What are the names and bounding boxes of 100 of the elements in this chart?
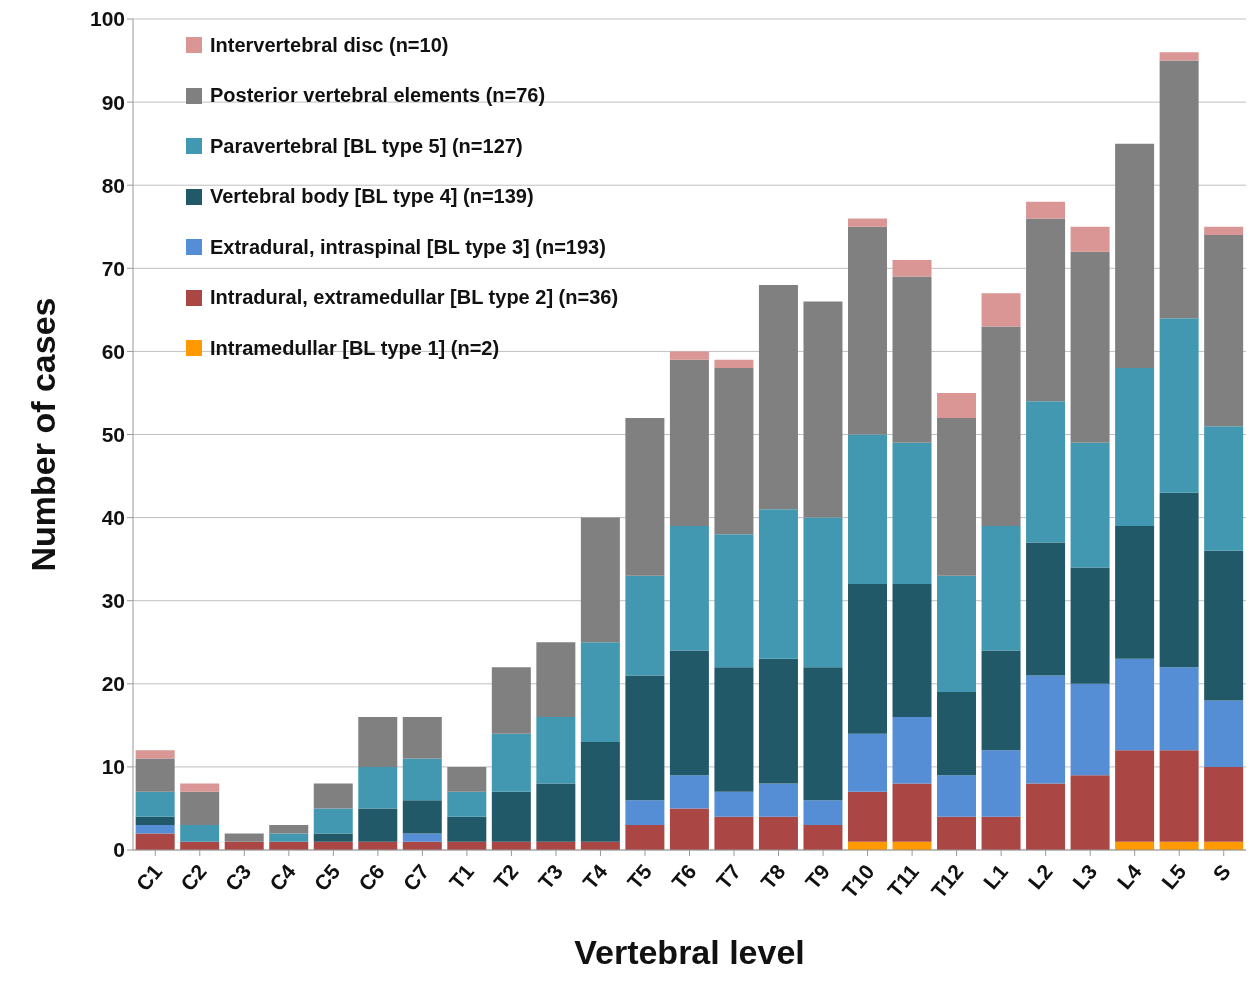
bar (937, 575, 977, 693)
bar (1070, 683, 1110, 776)
bar (1026, 783, 1066, 850)
x-tick-label: T6 (667, 859, 701, 894)
bar (536, 783, 576, 842)
legend-label: Intradural, extramedullar [BL type 2] (n=36) (210, 286, 619, 310)
bar (402, 717, 442, 759)
bar (1204, 235, 1244, 427)
legend-label: Paravertebral [BL type 5] (n=127) (210, 134, 523, 158)
bar (803, 800, 843, 826)
x-tick-label: C3 (220, 859, 256, 896)
bar (1026, 201, 1066, 219)
x-axis-title: Vertebral level (574, 933, 805, 972)
bar (1159, 52, 1199, 61)
bar (847, 733, 887, 792)
bar (625, 575, 665, 676)
bar (669, 775, 709, 809)
bar (847, 584, 887, 734)
bar (669, 525, 709, 651)
bar (180, 791, 220, 826)
bar (1026, 675, 1066, 784)
y-tick-label: 30 (101, 589, 125, 613)
x-tick-label: C4 (265, 859, 301, 896)
x-tick-label: L2 (1023, 859, 1057, 894)
y-tick-label: 90 (101, 90, 125, 114)
bar (625, 417, 665, 576)
bar (1070, 775, 1110, 850)
bar (269, 825, 309, 834)
bar (491, 667, 531, 734)
bar (669, 808, 709, 850)
bar (937, 775, 977, 817)
bar (536, 642, 576, 718)
bar (1204, 550, 1244, 701)
bar (269, 833, 309, 842)
bar (402, 758, 442, 801)
bar (135, 758, 175, 792)
bar (803, 301, 843, 518)
bar (135, 791, 175, 817)
bar (937, 417, 977, 576)
y-tick-label: 0 (113, 838, 125, 862)
bar (1070, 251, 1110, 443)
x-tick-label: L1 (978, 859, 1013, 894)
bar (714, 534, 754, 668)
x-tick-label: S (1208, 859, 1235, 886)
x-tick-label: T4 (578, 859, 612, 894)
legend-label: Intramedullar [BL type 1] (n=2) (210, 336, 500, 360)
bar (758, 284, 798, 510)
bar (714, 359, 754, 369)
x-tick-label: T10 (837, 859, 879, 903)
bar (1159, 667, 1199, 751)
bar (847, 434, 887, 585)
y-tick-label: 40 (101, 506, 125, 530)
bar (669, 351, 709, 360)
bar (981, 816, 1021, 850)
bar (1159, 750, 1199, 842)
bar (1115, 368, 1155, 526)
bar (981, 525, 1021, 651)
bar (981, 326, 1021, 526)
bar (135, 816, 175, 826)
x-tick-label: T12 (926, 859, 968, 903)
bar (758, 509, 798, 659)
bar (847, 791, 887, 842)
bar (580, 741, 620, 842)
bar (224, 833, 264, 842)
y-tick-label: 10 (101, 755, 125, 779)
bar (669, 650, 709, 776)
bar (1159, 60, 1199, 319)
bar (803, 667, 843, 801)
bar (981, 293, 1021, 327)
bar (714, 816, 754, 850)
bar (135, 833, 175, 850)
bar (625, 675, 665, 801)
x-tick-label: T3 (533, 859, 567, 894)
x-tick-label: L3 (1067, 859, 1102, 894)
bar (847, 226, 887, 435)
bar (1070, 567, 1110, 684)
x-tick-label: C7 (398, 859, 434, 896)
x-tick-label: C2 (175, 859, 211, 896)
bar (313, 808, 353, 834)
bar (447, 816, 487, 842)
bar (313, 783, 353, 809)
bar (1070, 226, 1110, 252)
legend-label: Intervertebral disc (n=10) (210, 33, 449, 57)
x-tick-label: C6 (354, 859, 389, 896)
x-tick-label: T7 (711, 859, 746, 894)
bar (892, 783, 932, 842)
bar (892, 717, 932, 784)
bar (1026, 218, 1066, 402)
bar (937, 816, 977, 850)
bar (847, 218, 887, 227)
bar (625, 825, 665, 850)
bar (1204, 700, 1244, 767)
bar (180, 783, 220, 792)
bar (892, 584, 932, 718)
bar (447, 766, 487, 792)
bar (803, 517, 843, 668)
bar (580, 517, 620, 643)
bar (714, 368, 754, 535)
bar (892, 259, 932, 277)
bar (1070, 442, 1110, 568)
